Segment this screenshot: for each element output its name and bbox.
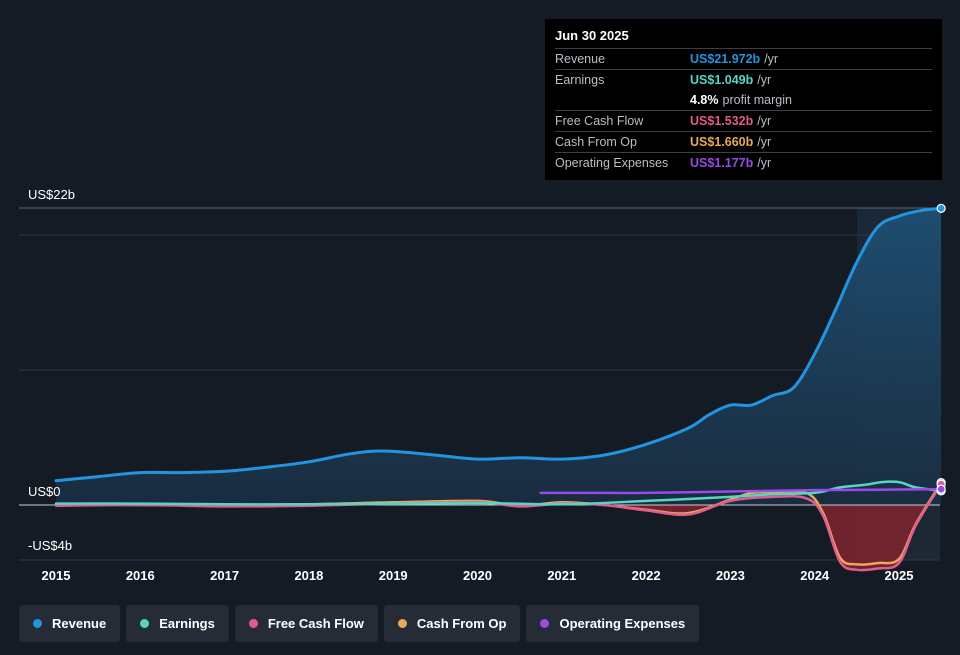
tooltip-value: US$1.660b [690, 135, 754, 149]
tooltip-label: Earnings [555, 73, 605, 87]
tooltip-value: US$1.177b [690, 156, 754, 170]
tooltip-row-operating-expenses: Operating Expenses US$1.177b /yr [555, 153, 932, 173]
tooltip-unit: profit margin [722, 93, 792, 107]
legend-item-cash-from-op[interactable]: Cash From Op [383, 605, 521, 642]
x-tick-label: 2015 [42, 568, 71, 583]
x-tick-label: 2024 [800, 568, 830, 583]
tooltip-value: US$1.532b [690, 114, 754, 128]
x-tick-label: 2022 [632, 568, 661, 583]
tooltip-row-cash-from-op: Cash From Op US$1.660b /yr [555, 132, 932, 153]
tooltip-unit: /yr [757, 156, 772, 170]
chart-legend: Revenue Earnings Free Cash Flow Cash Fro… [19, 605, 700, 642]
legend-item-operating-expenses[interactable]: Operating Expenses [526, 605, 700, 642]
legend-dot-icon [140, 619, 150, 628]
y-tick-label: -US$4b [28, 538, 72, 553]
x-tick-label: 2020 [463, 568, 492, 583]
earnings-line [54, 480, 943, 506]
tooltip-row-profit-margin: 4.8% profit margin [555, 90, 932, 111]
tooltip-date: Jun 30 2025 [555, 28, 932, 49]
x-tick-label: 2025 [885, 568, 914, 583]
tooltip-value: 4.8% [690, 93, 719, 107]
legend-label: Revenue [52, 616, 107, 631]
tooltip-row-revenue: Revenue US$21.972b /yr [555, 49, 932, 70]
legend-item-free-cash-flow[interactable]: Free Cash Flow [234, 605, 378, 642]
tooltip-label: Free Cash Flow [555, 114, 644, 128]
revenue-line [54, 206, 943, 483]
y-tick-label: US$22b [28, 187, 75, 202]
tooltip-unit: /yr [764, 52, 779, 66]
legend-label: Operating Expenses [559, 616, 686, 631]
tooltip-label: Operating Expenses [555, 156, 669, 170]
x-tick-label: 2017 [210, 568, 239, 583]
tooltip-label: Revenue [555, 52, 606, 66]
revenue-endpoint [936, 203, 946, 214]
y-tick-label: US$0 [28, 484, 61, 499]
x-tick-label: 2021 [547, 568, 576, 583]
tooltip-label [555, 90, 690, 110]
legend-dot-icon [397, 619, 407, 628]
legend-label: Cash From Op [416, 616, 507, 631]
data-tooltip: Jun 30 2025 Revenue US$21.972b /yr Earni… [545, 19, 942, 180]
tooltip-value: US$21.972b [690, 52, 761, 66]
revenue-area [56, 208, 942, 505]
legend-item-revenue[interactable]: Revenue [19, 605, 121, 642]
x-tick-label: 2018 [294, 568, 323, 583]
tooltip-label: Cash From Op [555, 135, 637, 149]
chart-plot: US$22b US$0 -US$4b 2015 2016 2017 2018 2019 2020… [19, 187, 946, 583]
operating-expenses-endpoint [936, 484, 946, 494]
tooltip-unit: /yr [757, 73, 772, 87]
x-tick-label: 2019 [379, 568, 408, 583]
tooltip-row-free-cash-flow: Free Cash Flow US$1.532b /yr [555, 111, 932, 132]
legend-label: Free Cash Flow [267, 616, 364, 631]
legend-dot-icon [540, 619, 550, 628]
tooltip-row-earnings: Earnings US$1.049b /yr [555, 70, 932, 90]
legend-item-earnings[interactable]: Earnings [126, 605, 229, 642]
legend-dot-icon [33, 619, 42, 628]
legend-label: Earnings [159, 616, 215, 631]
tooltip-value: US$1.049b [690, 73, 754, 87]
legend-dot-icon [248, 619, 258, 628]
tooltip-unit: /yr [757, 114, 772, 128]
free-cash-flow-line [54, 483, 943, 572]
tooltip-unit: /yr [757, 135, 772, 149]
x-tick-label: 2023 [716, 568, 745, 583]
operating-expenses-line [539, 487, 943, 495]
x-tick-label: 2016 [126, 568, 155, 583]
